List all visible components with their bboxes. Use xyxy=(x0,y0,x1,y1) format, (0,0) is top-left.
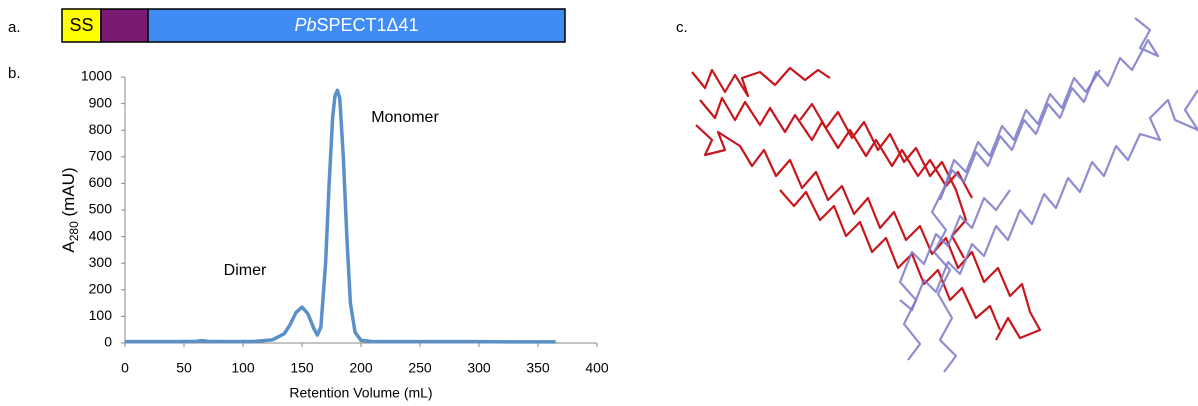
x-tick-label: 50 xyxy=(176,360,192,376)
x-tick-label: 400 xyxy=(585,360,609,376)
y-tick-label: 900 xyxy=(89,94,113,110)
panel-label: a. xyxy=(8,19,21,36)
x-tick-label: 150 xyxy=(290,360,314,376)
x-tick-label: 250 xyxy=(408,360,432,376)
domain-diagram: SS PbSPECT1Δ41 xyxy=(62,9,565,42)
panel-label: c. xyxy=(676,19,688,36)
data-line xyxy=(125,90,556,342)
structure-chain-a xyxy=(692,68,1040,340)
x-tick-label: 200 xyxy=(349,360,373,376)
y-tick-label: 1000 xyxy=(81,68,112,84)
y-tick-label: 200 xyxy=(89,281,113,297)
annotation: Monomer xyxy=(371,109,439,126)
x-tick-label: 300 xyxy=(467,360,491,376)
y-axis-title-unit: (mAU) xyxy=(59,167,78,216)
y-tick-label: 700 xyxy=(89,148,113,164)
y-tick-label: 800 xyxy=(89,121,113,137)
y-tick-label: 0 xyxy=(104,334,112,350)
panel-label: b. xyxy=(8,65,21,82)
y-tick-label: 100 xyxy=(89,307,113,323)
figure: a. b. c. SSPbSPECT1Δ41 01002003004005006… xyxy=(0,0,1198,406)
plot-area: 0 100 200 300 400 500 600 700 800 900 1000 0 50 100 15… xyxy=(59,68,608,401)
y-axis-title: A280 (mAU) xyxy=(59,167,81,252)
y-tick-label: 500 xyxy=(89,201,113,217)
annotation: Dimer xyxy=(224,262,267,279)
y-tick-label: 600 xyxy=(89,174,113,190)
structure-chain-b xyxy=(900,18,1198,372)
y-tick-label: 300 xyxy=(89,254,113,270)
x-tick-label: 0 xyxy=(121,360,129,376)
x-axis-title: Retention Volume (mL) xyxy=(289,385,432,401)
domain-segment xyxy=(101,9,148,42)
domain-label: PbSPECT1Δ41 xyxy=(294,15,418,35)
domain-label-italic: Pb xyxy=(294,15,316,35)
y-tick-label: 400 xyxy=(89,227,113,243)
x-tick-label: 100 xyxy=(231,360,255,376)
domain-label: SS xyxy=(69,15,93,35)
domain-label-text: SPECT1Δ41 xyxy=(316,15,418,35)
y-axis-title-main: A xyxy=(59,241,78,253)
x-tick-label: 350 xyxy=(526,360,550,376)
y-axis-title-sub: 280 xyxy=(67,221,81,241)
